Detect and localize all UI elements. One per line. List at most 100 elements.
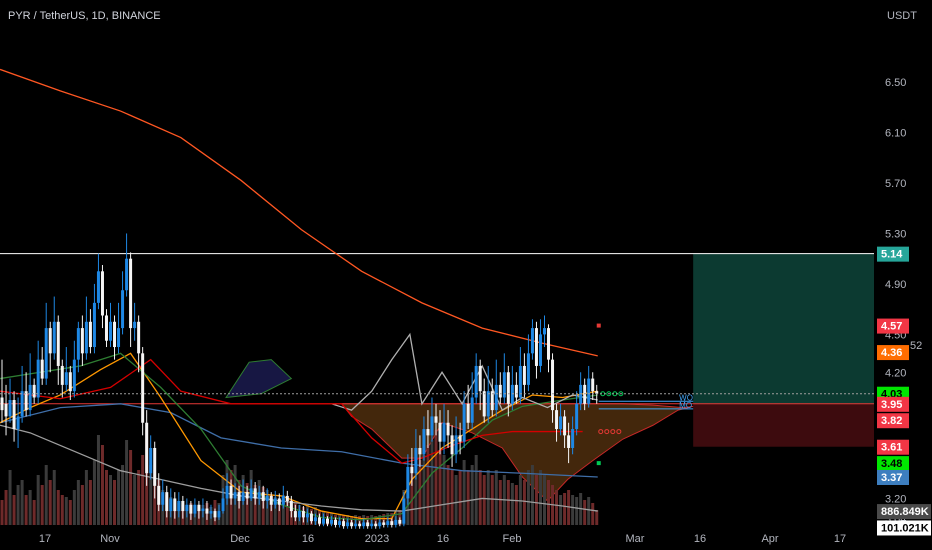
price-label-bg bbox=[877, 396, 909, 412]
candle-body bbox=[426, 429, 430, 436]
price-labels: 5.144.574.364.033.953.823.613.483.37886.… bbox=[877, 246, 931, 536]
candle-body bbox=[442, 422, 446, 442]
volume-bar bbox=[430, 440, 434, 525]
x-tick-label: 16 bbox=[302, 533, 314, 545]
volume-bar bbox=[0, 500, 4, 525]
candle-body bbox=[285, 495, 289, 501]
candle-body bbox=[454, 435, 458, 455]
candle-body bbox=[434, 416, 438, 423]
volume-bar bbox=[514, 485, 518, 525]
x-tick-label: Mar bbox=[626, 533, 645, 545]
candle-body bbox=[398, 519, 402, 524]
stop-zone bbox=[693, 403, 874, 447]
candle-body bbox=[16, 416, 20, 430]
indicator-line bbox=[0, 352, 598, 521]
candle-body bbox=[185, 504, 189, 512]
candle-body bbox=[28, 384, 32, 411]
candle-body bbox=[20, 391, 24, 417]
candle-body bbox=[253, 488, 257, 499]
volume-bar bbox=[273, 497, 277, 525]
volume-bar bbox=[109, 475, 113, 525]
candle-body bbox=[325, 518, 329, 524]
signal-ring bbox=[616, 429, 622, 435]
candle-body bbox=[330, 519, 334, 524]
price-label: 3.48 bbox=[881, 458, 902, 470]
price-label-bg bbox=[877, 456, 909, 472]
volume-bar bbox=[137, 470, 141, 525]
volume-bar bbox=[414, 450, 418, 525]
candle-body bbox=[80, 328, 84, 354]
volume-bar bbox=[20, 480, 24, 525]
candle-body bbox=[137, 321, 141, 354]
candle-body bbox=[591, 378, 595, 392]
volume-bar bbox=[446, 465, 450, 525]
candle-body bbox=[277, 498, 281, 505]
candle-body bbox=[193, 504, 197, 514]
price-label-bg bbox=[877, 345, 909, 361]
candle-body bbox=[52, 321, 56, 354]
signal-ring bbox=[598, 429, 604, 435]
candle-body bbox=[76, 328, 80, 360]
candle-body bbox=[261, 492, 265, 501]
y-tick-label: 4.90 bbox=[885, 279, 906, 291]
candle-body bbox=[583, 384, 587, 404]
volume-bar bbox=[418, 460, 422, 525]
short-line-label: WO bbox=[679, 393, 693, 402]
candle-body bbox=[526, 353, 530, 385]
candle-body bbox=[237, 492, 241, 501]
volume-bar bbox=[44, 465, 48, 525]
volume-bar bbox=[575, 497, 579, 525]
candle-body bbox=[370, 523, 374, 527]
price-label: 3.37 bbox=[881, 472, 902, 484]
indicator-line bbox=[0, 68, 598, 357]
candle-body bbox=[201, 508, 205, 512]
candle-body bbox=[567, 435, 571, 448]
candle-body bbox=[354, 523, 358, 527]
position-tool[interactable] bbox=[693, 253, 874, 447]
horizontal-levels[interactable] bbox=[0, 253, 874, 405]
candle-body bbox=[506, 372, 510, 404]
volume-bar bbox=[555, 490, 559, 525]
volume-bar bbox=[482, 475, 486, 525]
volume-bar bbox=[450, 470, 454, 525]
candle-body bbox=[559, 416, 563, 430]
volume-bar bbox=[434, 430, 438, 525]
candle-body bbox=[293, 511, 297, 518]
candle-body bbox=[571, 429, 575, 448]
volume-bar bbox=[587, 497, 591, 525]
candle-body bbox=[438, 422, 442, 442]
candle-body bbox=[209, 511, 213, 514]
candle-body bbox=[346, 522, 350, 527]
candle-body bbox=[394, 519, 398, 525]
candle-body bbox=[141, 353, 145, 423]
signal-ring bbox=[604, 429, 610, 435]
x-axis-ticks: 17 Nov Dec 16 2023 16 Feb Mar 16 Apr 17 bbox=[39, 533, 846, 545]
candle-body bbox=[542, 328, 546, 335]
volume-bar bbox=[571, 495, 575, 525]
x-tick-label: Apr bbox=[761, 533, 778, 545]
signal-dot bbox=[596, 323, 601, 328]
volume-bar bbox=[442, 455, 446, 525]
volume-bar bbox=[426, 445, 430, 525]
candle-body bbox=[269, 495, 273, 505]
candle-body bbox=[241, 492, 245, 501]
price-label-bg bbox=[877, 504, 931, 520]
candle-body bbox=[281, 495, 285, 505]
candle-body bbox=[418, 447, 422, 455]
candle-body bbox=[12, 400, 16, 430]
volume-bar bbox=[506, 480, 510, 525]
x-tick-label: 16 bbox=[437, 533, 449, 545]
candle-body bbox=[551, 359, 555, 411]
candle-body bbox=[133, 321, 137, 329]
volume-bar bbox=[518, 475, 522, 525]
volume-bar bbox=[12, 495, 16, 525]
volume-bar bbox=[454, 475, 458, 525]
candle-body bbox=[334, 519, 338, 525]
candle-body bbox=[233, 492, 237, 499]
volume-bar bbox=[490, 475, 494, 525]
x-tick-label: 17 bbox=[834, 533, 846, 545]
x-tick-label: Nov bbox=[100, 533, 120, 545]
volume-bar bbox=[52, 470, 56, 525]
